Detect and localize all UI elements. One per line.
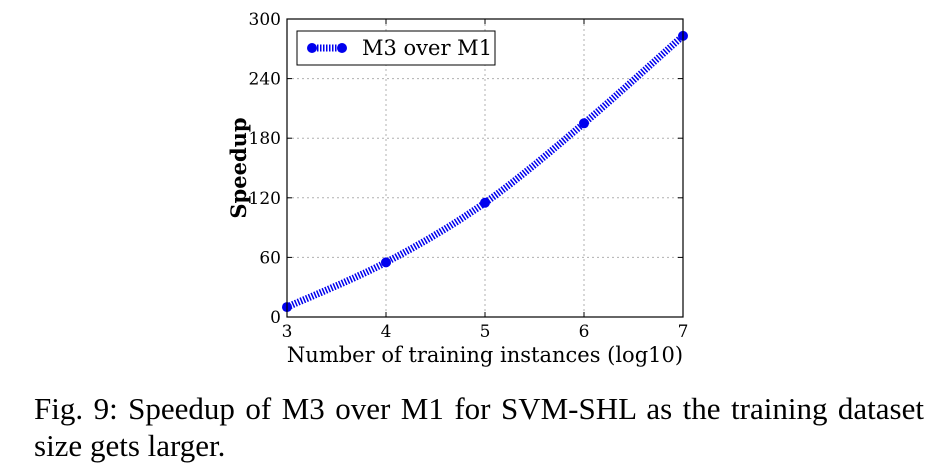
data-point [480,197,490,208]
legend-label: M3 over M1 [362,36,492,60]
x-tick-label: 3 [282,322,293,342]
x-tick-label: 5 [480,322,491,342]
x-tick-label: 6 [579,322,590,342]
y-tick-label: 0 [270,308,281,328]
y-axis-label: Speedup [226,117,251,218]
y-tick-label: 300 [249,10,281,30]
x-tick-label: 4 [381,322,392,342]
y-tick-label: 180 [249,129,281,149]
series-line [285,33,686,311]
chart: 3 4 5 6 7 0 60 120 180 240 300 Number of training … [226,10,689,367]
series-line-layer [285,33,686,311]
x-axis-label: Number of training instances (log10) [287,343,683,367]
y-tick-label: 240 [249,70,281,90]
data-point [381,257,391,268]
legend-marker [337,43,347,53]
y-tick-label: 60 [259,248,281,268]
figure-caption: Fig. 9: Speedup of M3 over M1 for SVM-SH… [34,391,924,463]
x-tick-label: 7 [678,322,689,342]
axis-ticks: 3 4 5 6 7 0 60 120 180 240 300 [249,10,689,342]
data-point [579,118,589,129]
legend: M3 over M1 [296,30,496,66]
y-tick-label: 120 [249,189,281,209]
legend-marker [307,43,317,53]
